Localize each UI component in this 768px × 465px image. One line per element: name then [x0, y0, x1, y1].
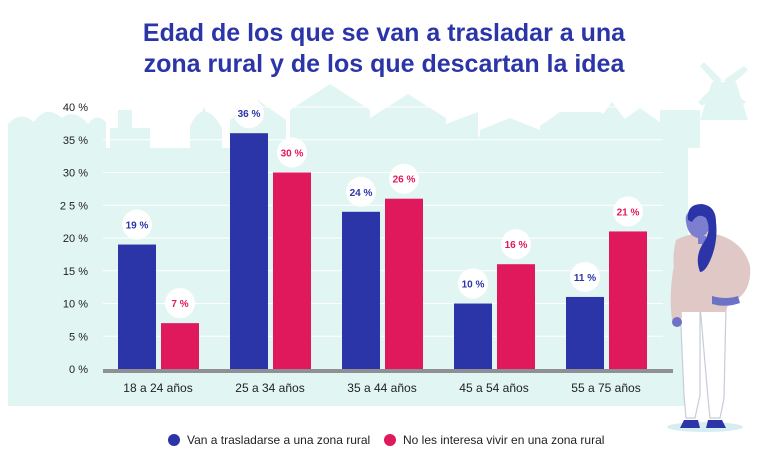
- data-label: 26 %: [393, 175, 416, 186]
- bar: [118, 244, 156, 369]
- x-tick-label: 35 a 44 años: [347, 381, 416, 395]
- data-label: 36 %: [238, 109, 261, 120]
- x-axis-labels: 18 a 24 años 25 a 34 años 35 a 44 años 45 a…: [123, 381, 640, 395]
- chart-title-line-2: zona rural y de los que descartan la ide…: [143, 50, 625, 78]
- y-tick-label: 40 %: [63, 102, 88, 114]
- y-tick-label: 2 5 %: [60, 200, 88, 212]
- data-label: 7 %: [171, 299, 188, 310]
- data-label: 30 %: [281, 149, 304, 160]
- y-tick-label: 15 %: [63, 266, 88, 278]
- bar: [273, 172, 311, 369]
- x-axis-baseline: [103, 369, 673, 373]
- x-tick-label: 18 a 24 años: [123, 381, 192, 395]
- data-label: 24 %: [350, 188, 373, 199]
- bar: [342, 211, 380, 369]
- y-tick-label: 30 %: [63, 168, 88, 180]
- data-label: 10 %: [462, 280, 485, 291]
- data-label: 21 %: [617, 207, 640, 218]
- y-tick-label: 20 %: [63, 233, 88, 245]
- x-tick-label: 25 a 34 años: [235, 381, 304, 395]
- data-label-bubble: [122, 209, 152, 240]
- bar: [566, 296, 604, 369]
- data-label-bubble: [234, 98, 264, 129]
- data-label: 16 %: [505, 240, 528, 251]
- legend-label-van: Van a trasladarse a una zona rural: [187, 433, 371, 447]
- y-tick-label: 0 %: [69, 364, 88, 376]
- x-tick-label: 45 a 54 años: [459, 381, 528, 395]
- bar: [454, 303, 492, 369]
- bar: [497, 264, 535, 369]
- y-tick-label: 10 %: [63, 299, 88, 311]
- data-label: 11 %: [574, 273, 596, 284]
- legend-label-no-interesa: No les interesa vivir en una zona rural: [403, 433, 605, 447]
- data-label-bubble: [165, 288, 195, 319]
- bar: [609, 231, 647, 369]
- bar: [230, 133, 268, 369]
- legend-item-no-interesa: No les interesa vivir en una zona rural: [384, 433, 604, 447]
- data-label-bubble: [346, 176, 376, 207]
- chart-title: Edad de los que se van a trasladar a una…: [0, 18, 768, 80]
- data-label-bubble: [389, 163, 419, 194]
- chart-title-line-1: Edad de los que se van a trasladar a una: [142, 19, 626, 47]
- woman-illustration: [667, 204, 751, 432]
- data-label-bubble: [501, 229, 531, 260]
- data-label-bubble: [613, 196, 643, 227]
- bar: [161, 323, 199, 369]
- legend-swatch-red: [384, 434, 396, 446]
- y-tick-label: 5 %: [69, 331, 88, 343]
- x-tick-label: 55 a 75 años: [571, 381, 640, 395]
- bars: 19 % 7 % 36 % 30 % 24 % 26 % 10 % 16 % 11 % 21 %: [103, 98, 673, 373]
- data-label-bubble: [458, 268, 488, 299]
- data-label-bubble: [277, 137, 307, 168]
- legend-item-van: Van a trasladarse a una zona rural: [168, 433, 370, 447]
- data-label: 19 %: [126, 221, 149, 232]
- data-label-bubble: [570, 261, 600, 292]
- y-tick-label: 35 %: [63, 135, 88, 147]
- bar: [385, 198, 423, 369]
- legend-swatch-blue: [168, 434, 180, 446]
